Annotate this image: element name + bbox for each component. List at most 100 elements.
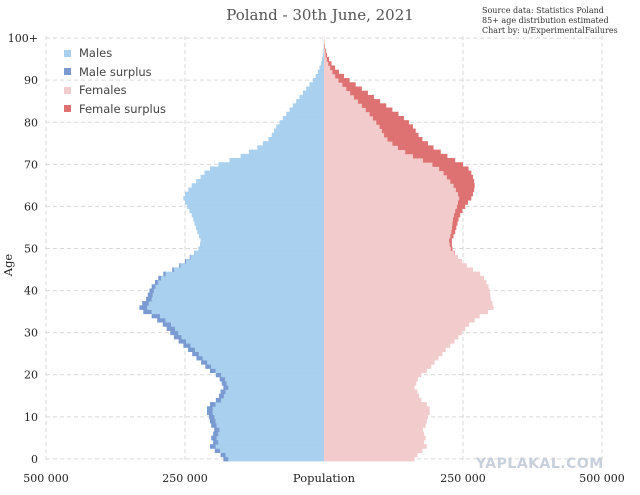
bar-females	[324, 115, 373, 121]
x-tick-label: 250 000	[440, 472, 486, 485]
bar-female-surplus	[387, 136, 423, 142]
legend-label: Females	[79, 83, 127, 98]
bar-male-surplus	[185, 259, 187, 264]
bar-male-surplus	[172, 267, 174, 273]
bar-females	[324, 448, 423, 453]
bar-male-surplus	[205, 364, 212, 369]
bar-female-surplus	[346, 86, 362, 92]
bar-female-surplus	[451, 225, 457, 230]
bar-males	[189, 208, 324, 214]
bar-males	[218, 431, 324, 437]
bar-female-surplus	[392, 141, 428, 146]
legend-item: Males	[64, 44, 166, 63]
bar-males	[223, 393, 324, 399]
bar-female-surplus	[328, 61, 332, 66]
bar-males	[276, 124, 324, 129]
bar-female-surplus	[325, 52, 328, 58]
bar-females	[324, 233, 451, 239]
bar-females	[324, 179, 451, 184]
bar-male-surplus	[147, 292, 153, 298]
bar-males	[152, 292, 324, 298]
bar-females	[324, 212, 455, 218]
bar-females	[324, 61, 329, 66]
bar-females	[324, 402, 427, 407]
source-note: Source data: Statistics Poland 85+ age d…	[482, 6, 618, 36]
bar-females	[324, 280, 487, 285]
bar-females	[324, 65, 331, 71]
bar-males	[248, 149, 324, 155]
bar-males	[195, 347, 324, 352]
bar-females	[324, 103, 362, 108]
bar-females	[324, 397, 422, 403]
bar-males	[173, 267, 324, 273]
bar-males	[262, 141, 324, 146]
bar-females	[324, 343, 451, 348]
bar-males	[225, 376, 324, 382]
bar-males	[320, 61, 324, 66]
bar-females	[324, 414, 428, 420]
legend-label: Male surplus	[79, 64, 152, 79]
bar-females	[324, 368, 427, 374]
bar-females	[324, 259, 462, 264]
bar-male-surplus	[220, 389, 226, 395]
bar-females	[324, 275, 485, 281]
bar-female-surplus	[332, 69, 340, 75]
bar-male-surplus	[158, 275, 162, 281]
source-line: Source data: Statistics Poland	[482, 6, 604, 15]
bar-females	[324, 204, 457, 209]
bar-male-surplus	[220, 452, 226, 458]
bar-female-surplus	[412, 153, 448, 159]
bar-males	[211, 364, 324, 369]
bar-males	[322, 52, 324, 58]
bar-males	[151, 296, 324, 302]
bar-males	[180, 263, 324, 268]
bar-males	[155, 284, 324, 289]
legend-item: Female surplus	[64, 100, 166, 119]
bar-males	[216, 423, 324, 428]
bar-female-surplus	[372, 115, 405, 121]
bar-females	[324, 73, 336, 79]
y-tick-label: 20	[24, 369, 38, 382]
bar-females	[324, 132, 385, 138]
bar-male-surplus	[210, 402, 216, 407]
bar-male-surplus	[139, 305, 148, 310]
bar-females	[324, 111, 370, 117]
bar-females	[324, 57, 327, 62]
bar-female-surplus	[450, 233, 454, 239]
bar-males	[257, 145, 324, 151]
bar-male-surplus	[142, 301, 149, 306]
bar-male-surplus	[189, 254, 191, 260]
bar-females	[324, 456, 415, 462]
bar-male-surplus	[196, 355, 203, 361]
bar-males	[268, 136, 324, 142]
legend-item: Male surplus	[64, 63, 166, 82]
legend-swatch-males	[64, 49, 71, 57]
bar-males	[302, 90, 324, 96]
bar-females	[324, 242, 450, 247]
bar-female-surplus	[432, 162, 463, 167]
bar-females	[324, 229, 452, 235]
bar-males	[204, 170, 324, 176]
bar-males	[186, 338, 324, 344]
bar-males	[216, 435, 324, 441]
bar-male-surplus	[210, 444, 216, 449]
bar-female-surplus	[405, 149, 441, 155]
bar-males	[165, 271, 324, 277]
bar-male-surplus	[211, 423, 217, 428]
bar-female-surplus	[397, 145, 434, 151]
bar-males	[315, 73, 324, 79]
bar-males	[215, 418, 324, 424]
bar-male-surplus	[192, 351, 199, 357]
bars	[139, 36, 494, 462]
bar-male-surplus	[211, 435, 217, 441]
bar-females	[324, 141, 393, 146]
bar-female-surplus	[338, 78, 350, 83]
bar-female-surplus	[354, 94, 375, 100]
bar-female-surplus	[459, 195, 472, 201]
bar-females	[324, 389, 418, 395]
bar-females	[324, 183, 454, 188]
y-tick-label: 90	[24, 74, 38, 87]
bar-females	[324, 124, 380, 129]
bar-males	[183, 195, 324, 201]
